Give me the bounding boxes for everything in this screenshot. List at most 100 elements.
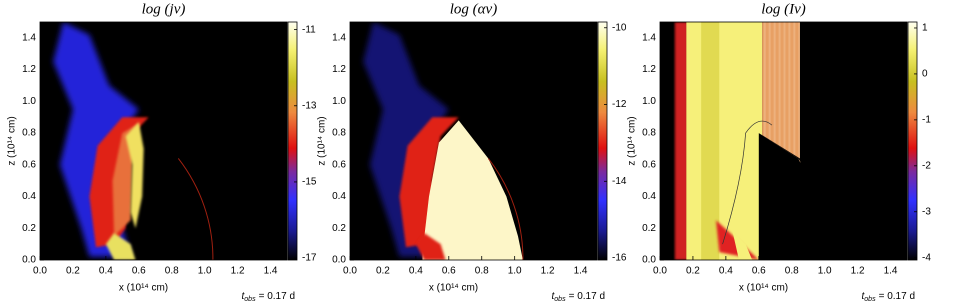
shadow-region	[758, 22, 907, 260]
x-tick-label: 0.4	[719, 266, 733, 277]
annotation-subscript: obs	[554, 296, 566, 303]
colorbar	[597, 21, 608, 261]
y-tick-label: 0.4	[22, 191, 36, 202]
colorbar-tick-label: -2	[922, 160, 931, 171]
yellow-band	[686, 22, 763, 260]
y-axis-label: z (10¹⁴ cm)	[317, 116, 328, 165]
x-tick-label: 0.2	[66, 266, 80, 277]
x-tick-label: 0.8	[785, 266, 799, 277]
annotation-text: = 0.17 d	[879, 291, 915, 302]
y-tick-label: 1.2	[332, 64, 346, 75]
blue-halo	[363, 22, 449, 257]
x-tick-label: 1.4	[574, 266, 588, 277]
red-shell	[399, 117, 459, 248]
time-annotation: tobs = 0.17 d	[552, 291, 606, 303]
shell-yellow	[732, 231, 753, 260]
x-tick-label: 1.2	[541, 266, 555, 277]
y-tick-label: 0.6	[642, 159, 656, 170]
x-tick-label: 0.8	[475, 266, 489, 277]
colorbar	[287, 21, 298, 261]
x-tick-label: 1.2	[231, 266, 245, 277]
band-stripe	[778, 22, 781, 260]
y-tick-label: 1.4	[642, 33, 656, 44]
band-stripe	[783, 22, 786, 260]
annotation-symbol: t	[242, 291, 246, 302]
y-tick-label: 0.4	[332, 191, 346, 202]
colorbar-tick-label: -17	[302, 253, 317, 264]
y-axis-label: z (10¹⁴ cm)	[627, 116, 638, 165]
red-band	[674, 22, 688, 260]
time-annotation: tobs = 0.17 d	[242, 291, 296, 303]
lower-lobe	[415, 233, 446, 260]
y-tick-label: 0.4	[642, 191, 656, 202]
x-tick-label: 0.0	[33, 266, 47, 277]
band-stripe	[788, 22, 791, 260]
y-tick-label: 0.2	[332, 223, 346, 234]
blue-halo	[53, 22, 139, 257]
plot-frame	[659, 21, 908, 261]
contour	[722, 120, 773, 245]
y-tick-label: 0.6	[22, 159, 36, 170]
x-axis-label: x (10¹⁴ cm)	[119, 283, 168, 294]
annotation-subscript: obs	[864, 296, 876, 303]
colorbar-tick-label: -11	[302, 24, 316, 35]
x-tick-label: 0.6	[442, 266, 456, 277]
x-tick-label: 0.0	[653, 266, 667, 277]
colorbar-tick-label: -10	[612, 22, 627, 33]
y-tick-label: 0.2	[642, 223, 656, 234]
colorbar-tick-label: -15	[302, 177, 317, 188]
x-tick-label: 1.0	[818, 266, 832, 277]
plot-area	[350, 22, 597, 260]
x-tick-label: 1.4	[884, 266, 898, 277]
panel-title: log (jν)	[142, 1, 186, 17]
band-stripe	[773, 22, 776, 260]
y-tick-label: 0.0	[22, 255, 36, 266]
absorption-wedge	[422, 120, 523, 260]
colorbar-tick-label: -3	[922, 206, 931, 217]
x-tick-label: 1.0	[508, 266, 522, 277]
panel-title: log (Iν)	[761, 1, 806, 17]
colorbar-tick-label: -4	[922, 252, 931, 263]
y-axis-label: z (10¹⁴ cm)	[7, 116, 18, 165]
shadow-lower	[758, 133, 833, 260]
shock-arc	[177, 158, 214, 260]
y-tick-label: 0.8	[332, 128, 346, 139]
x-tick-label: 0.2	[376, 266, 390, 277]
plot-frame	[349, 21, 598, 261]
x-axis-label: x (10¹⁴ cm)	[739, 283, 788, 294]
colorbar-tick-label: 1	[922, 23, 928, 34]
y-tick-label: 1.4	[22, 33, 36, 44]
panel-title: log (αν)	[450, 1, 497, 17]
y-tick-label: 1.2	[642, 64, 656, 75]
x-tick-label: 1.4	[264, 266, 278, 277]
shock-arc	[487, 158, 524, 260]
x-tick-label: 0.6	[132, 266, 146, 277]
x-tick-label: 0.2	[686, 266, 700, 277]
plot-area	[660, 22, 907, 260]
colorbar-tick-label: 0	[922, 69, 928, 80]
band-stripe	[798, 22, 801, 260]
x-axis-label: x (10¹⁴ cm)	[429, 283, 478, 294]
y-tick-label: 0.8	[22, 128, 36, 139]
y-tick-label: 1.0	[332, 96, 346, 107]
plot-area	[40, 22, 287, 260]
x-tick-label: 1.2	[851, 266, 865, 277]
x-tick-label: 0.4	[99, 266, 113, 277]
time-annotation: tobs = 0.17 d	[862, 291, 916, 303]
y-tick-label: 1.0	[642, 96, 656, 107]
y-tick-label: 1.0	[22, 96, 36, 107]
lower-lobe	[105, 233, 136, 260]
annotation-symbol: t	[862, 291, 866, 302]
y-tick-label: 0.6	[332, 159, 346, 170]
y-tick-label: 1.4	[332, 33, 346, 44]
x-tick-label: 0.4	[409, 266, 423, 277]
annotation-text: = 0.17 d	[569, 291, 605, 302]
colorbar-tick-label: -13	[302, 100, 317, 111]
y-tick-label: 0.0	[642, 255, 656, 266]
x-tick-label: 1.0	[198, 266, 212, 277]
annotation-symbol: t	[552, 291, 556, 302]
plot-frame	[39, 21, 288, 261]
x-tick-label: 0.8	[165, 266, 179, 277]
annotation-text: = 0.17 d	[259, 291, 295, 302]
